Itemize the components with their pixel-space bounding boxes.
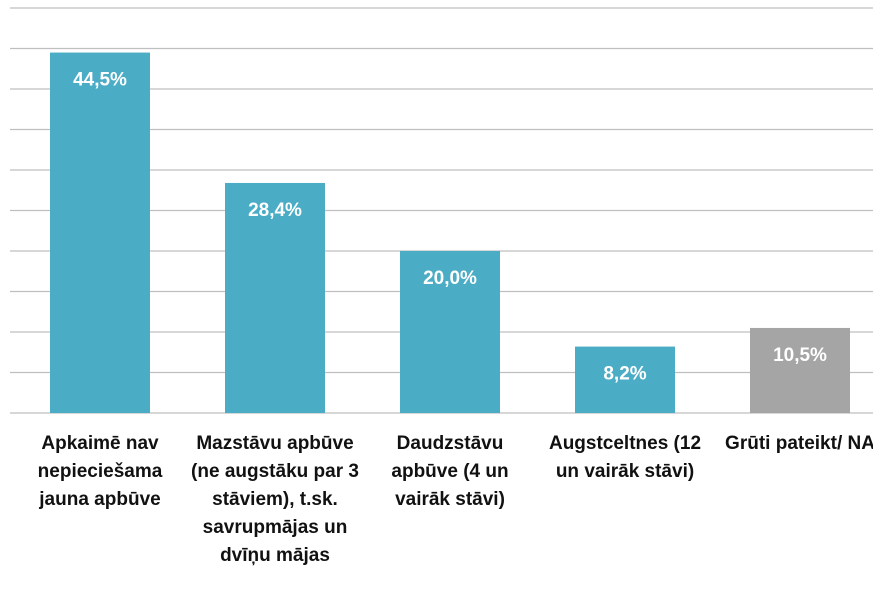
bar <box>575 346 675 413</box>
value-label: 10,5% <box>773 345 827 366</box>
x-tick-label: Augstceltnes (12 un vairāk stāvi) <box>548 433 702 482</box>
value-label: 20,0% <box>423 268 477 289</box>
x-tick-label: Grūti pateikt/ NA <box>725 433 873 454</box>
x-tick-label: Mazstāvu apbūve (ne augstāku par 3 stāvi… <box>191 433 359 566</box>
value-label: 8,2% <box>603 364 646 385</box>
x-tick-label: Apkaimē nav nepieciešama jauna apbūve <box>37 433 163 510</box>
bar <box>225 182 325 413</box>
bar <box>750 327 850 413</box>
value-label: 28,4% <box>248 200 302 221</box>
bar <box>50 52 150 414</box>
x-tick-label: Daudzstāvu apbūve (4 un vairāk stāvi) <box>391 433 509 510</box>
bar <box>400 251 500 413</box>
value-label: 44,5% <box>73 70 127 91</box>
